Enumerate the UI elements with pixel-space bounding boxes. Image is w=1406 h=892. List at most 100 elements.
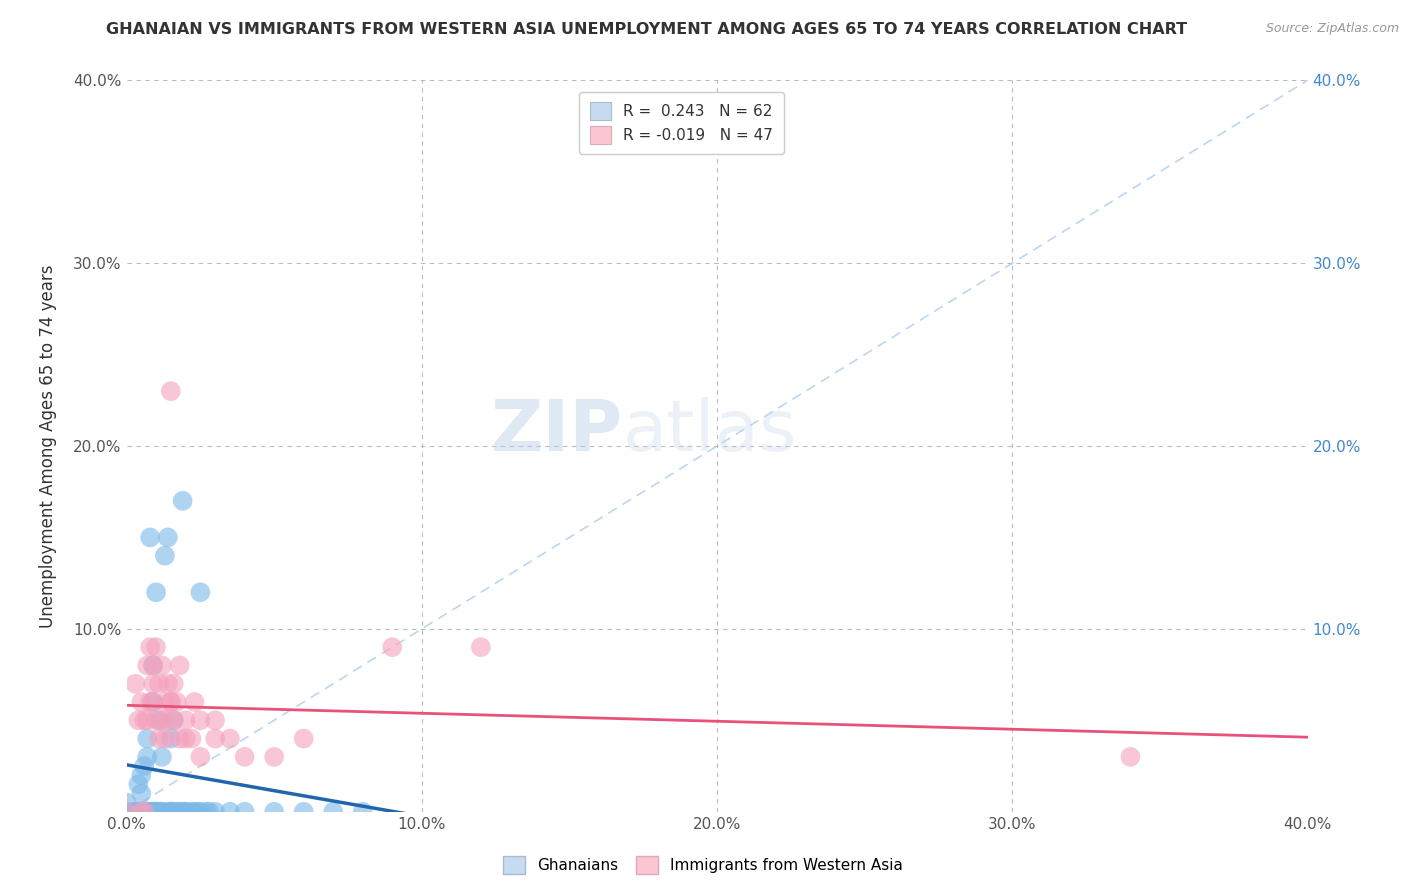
Point: [142, 695, 165, 709]
Point: [156, 530, 179, 544]
Point: [139, 805, 162, 819]
Point: [153, 731, 176, 746]
Point: [159, 731, 183, 746]
Point: [180, 731, 202, 746]
Point: [292, 805, 315, 819]
Text: Source: ZipAtlas.com: Source: ZipAtlas.com: [1265, 22, 1399, 36]
Point: [163, 805, 186, 819]
Point: [1119, 749, 1142, 764]
Point: [115, 805, 138, 819]
Point: [136, 714, 159, 728]
Point: [183, 805, 205, 819]
Point: [204, 805, 226, 819]
Point: [169, 805, 191, 819]
Point: [150, 714, 173, 728]
Point: [174, 805, 197, 819]
Point: [352, 805, 374, 819]
Point: [139, 695, 162, 709]
Point: [322, 805, 344, 819]
Point: [198, 805, 221, 819]
Point: [127, 805, 149, 819]
Point: [188, 805, 211, 819]
Point: [150, 805, 173, 819]
Point: [233, 749, 256, 764]
Point: [134, 805, 156, 819]
Text: GHANAIAN VS IMMIGRANTS FROM WESTERN ASIA UNEMPLOYMENT AMONG AGES 65 TO 74 YEARS : GHANAIAN VS IMMIGRANTS FROM WESTERN ASIA…: [107, 22, 1187, 37]
Point: [188, 585, 211, 599]
Point: [156, 805, 179, 819]
Point: [145, 805, 167, 819]
Point: [115, 805, 138, 819]
Text: ZIP: ZIP: [491, 397, 623, 466]
Point: [159, 695, 183, 709]
Point: [470, 640, 492, 655]
Point: [159, 384, 183, 399]
Point: [142, 676, 165, 690]
Point: [159, 695, 183, 709]
Point: [159, 805, 183, 819]
Point: [381, 640, 404, 655]
Point: [186, 805, 208, 819]
Point: [129, 805, 153, 819]
Point: [145, 640, 167, 655]
Point: [169, 658, 191, 673]
Text: atlas: atlas: [623, 397, 797, 466]
Point: [263, 749, 285, 764]
Point: [145, 805, 167, 819]
Point: [180, 805, 202, 819]
Point: [156, 714, 179, 728]
Point: [136, 731, 159, 746]
Point: [263, 805, 285, 819]
Point: [142, 695, 165, 709]
Point: [139, 530, 162, 544]
Point: [136, 658, 159, 673]
Point: [219, 805, 242, 819]
Point: [150, 658, 173, 673]
Point: [204, 731, 226, 746]
Point: [129, 805, 153, 819]
Point: [148, 731, 170, 746]
Point: [136, 805, 159, 819]
Point: [150, 749, 173, 764]
Point: [174, 714, 197, 728]
Point: [139, 805, 162, 819]
Y-axis label: Unemployment Among Ages 65 to 74 years: Unemployment Among Ages 65 to 74 years: [38, 264, 56, 628]
Point: [172, 493, 194, 508]
Point: [163, 714, 186, 728]
Point: [195, 805, 218, 819]
Point: [166, 695, 188, 709]
Point: [115, 805, 138, 819]
Point: [174, 731, 197, 746]
Point: [292, 731, 315, 746]
Point: [159, 805, 183, 819]
Point: [188, 714, 211, 728]
Point: [183, 695, 205, 709]
Point: [166, 805, 188, 819]
Point: [134, 805, 156, 819]
Point: [145, 714, 167, 728]
Point: [188, 749, 211, 764]
Point: [163, 714, 186, 728]
Point: [159, 805, 183, 819]
Point: [153, 695, 176, 709]
Legend: R =  0.243   N = 62, R = -0.019   N = 47: R = 0.243 N = 62, R = -0.019 N = 47: [579, 92, 785, 154]
Point: [134, 805, 156, 819]
Point: [127, 714, 149, 728]
Point: [139, 640, 162, 655]
Point: [127, 777, 149, 791]
Point: [172, 805, 194, 819]
Point: [204, 714, 226, 728]
Point: [148, 676, 170, 690]
Point: [115, 805, 138, 819]
Legend: Ghanaians, Immigrants from Western Asia: Ghanaians, Immigrants from Western Asia: [498, 850, 908, 880]
Point: [124, 805, 146, 819]
Point: [124, 805, 146, 819]
Point: [145, 585, 167, 599]
Point: [142, 805, 165, 819]
Point: [148, 714, 170, 728]
Point: [134, 759, 156, 773]
Point: [124, 676, 146, 690]
Point: [129, 695, 153, 709]
Point: [163, 676, 186, 690]
Point: [174, 805, 197, 819]
